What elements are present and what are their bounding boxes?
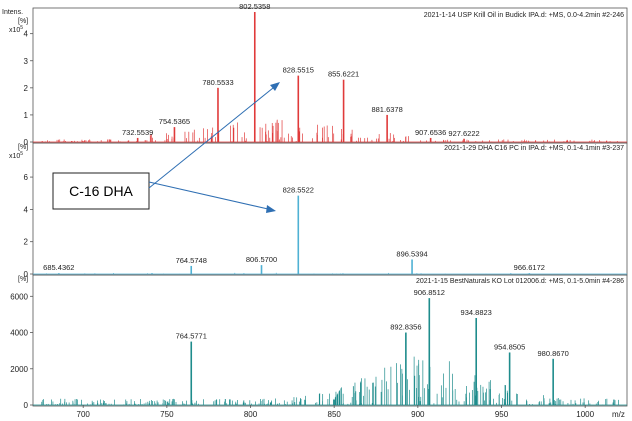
panel-2-peak-labels: 685.4362 764.5748 806.5700 828.5522 896.5394…	[43, 186, 545, 273]
y-tick-label: 4	[24, 30, 29, 39]
peak-label: 828.5515	[283, 66, 314, 75]
peak-label: 927.6222	[448, 129, 479, 138]
peak-label: 881.6378	[371, 105, 402, 114]
panel-1-header: 2021-1-14 USP Krill Oil in Budick IPA.d:…	[424, 12, 624, 19]
panel-2-header: 2021-1-29 DHA C16 PC in IPA.d: +MS, 0.1-…	[444, 145, 624, 152]
callout-arrow-head-lower	[266, 205, 276, 213]
panel-2-exp-power: 5	[20, 151, 23, 157]
panel-1-exp-power: 5	[20, 25, 23, 31]
panel-1-exp-base: x10	[9, 27, 20, 34]
y-tick-label: 0	[24, 401, 29, 410]
panel-3-frame	[32, 274, 628, 407]
y-tick-label: 0	[24, 270, 29, 279]
peak-label: 934.8823	[461, 308, 492, 317]
peak-label: 802.5358	[239, 2, 270, 11]
callout: C-16 DHA	[52, 82, 280, 213]
x-tick-label: 800	[244, 410, 258, 419]
y-tick-label: 1	[24, 111, 29, 120]
peak-label: 892.8356	[390, 323, 421, 332]
peak-label: 764.5771	[176, 332, 207, 341]
peak-label: 780.5533	[202, 78, 233, 87]
panel-2-y-exponent: x105	[9, 151, 23, 160]
panel-1-y-unit: [%]	[18, 18, 28, 25]
peak-label: 966.6172	[514, 263, 545, 272]
peak-label: 896.5394	[396, 249, 427, 258]
panel-1-peak-labels: 732.5539 754.5365 780.5533 802.5358 828.5515…	[122, 2, 480, 138]
x-tick-label: 1000	[576, 410, 594, 419]
peak-label: 954.8505	[494, 342, 525, 351]
panel-3-header: 2021-1-15 BestNaturals KO Lot 012006.d: …	[416, 278, 624, 285]
callout-box	[52, 172, 150, 210]
callout-arrow-head-upper	[270, 82, 280, 91]
peak-label: 806.5700	[246, 255, 277, 264]
callout-label: C-16 DHA	[69, 183, 133, 199]
x-axis-unit: m/z	[612, 410, 625, 419]
panel-2-y-unit: [%]	[18, 144, 28, 151]
panel-3-peaks	[33, 298, 627, 406]
peak-label: 732.5539	[122, 128, 153, 137]
x-tick-label: 950	[495, 410, 509, 419]
panel-1-y-quantity: Intens.	[2, 9, 23, 16]
panel-3-peak-labels: 764.5771 892.8356 906.8512 934.8823 954.8505…	[176, 288, 569, 358]
peak-label: 764.5748	[176, 256, 207, 265]
y-tick-label: 2000	[10, 365, 28, 374]
peak-label: 980.8670	[538, 349, 569, 358]
peak-label: 855.6221	[328, 70, 359, 79]
panel-3-x-ticks: 700 750 800 850 900 950 1000	[77, 405, 595, 419]
peak-label: 754.5365	[159, 117, 190, 126]
panel-1-peaks	[33, 12, 627, 143]
peak-label: 906.8512	[414, 288, 445, 297]
y-tick-label: 6	[24, 173, 29, 182]
panel-3-y-unit: [%]	[18, 276, 28, 283]
peak-label: 907.6536	[415, 128, 446, 137]
panel-2-exp-base: x10	[9, 153, 20, 160]
peak-label: 828.5522	[283, 186, 314, 195]
x-tick-label: 900	[411, 410, 425, 419]
x-tick-label: 850	[328, 410, 342, 419]
x-tick-label: 700	[77, 410, 91, 419]
callout-arrow-line-lower	[148, 181, 269, 210]
panel-2-y-ticks: 0 2 4 6	[24, 173, 33, 279]
y-tick-label: 0	[24, 138, 29, 147]
y-tick-label: 2	[24, 238, 29, 247]
panel-3-y-ticks: 0 2000 4000 6000	[10, 292, 33, 410]
peak-label: 685.4362	[43, 263, 74, 272]
y-tick-label: 6000	[10, 292, 28, 301]
panel-2-peaks	[33, 195, 627, 275]
y-tick-label: 3	[24, 57, 29, 66]
y-tick-label: 2	[24, 84, 29, 93]
x-tick-label: 750	[160, 410, 174, 419]
y-tick-label: 4000	[10, 329, 28, 338]
callout-arrow-line-upper	[148, 87, 274, 189]
panel-1-y-exponent: x105	[9, 25, 23, 34]
panel-1-y-ticks: 0 1 2 3 4	[24, 30, 33, 147]
y-tick-label: 4	[24, 205, 29, 214]
